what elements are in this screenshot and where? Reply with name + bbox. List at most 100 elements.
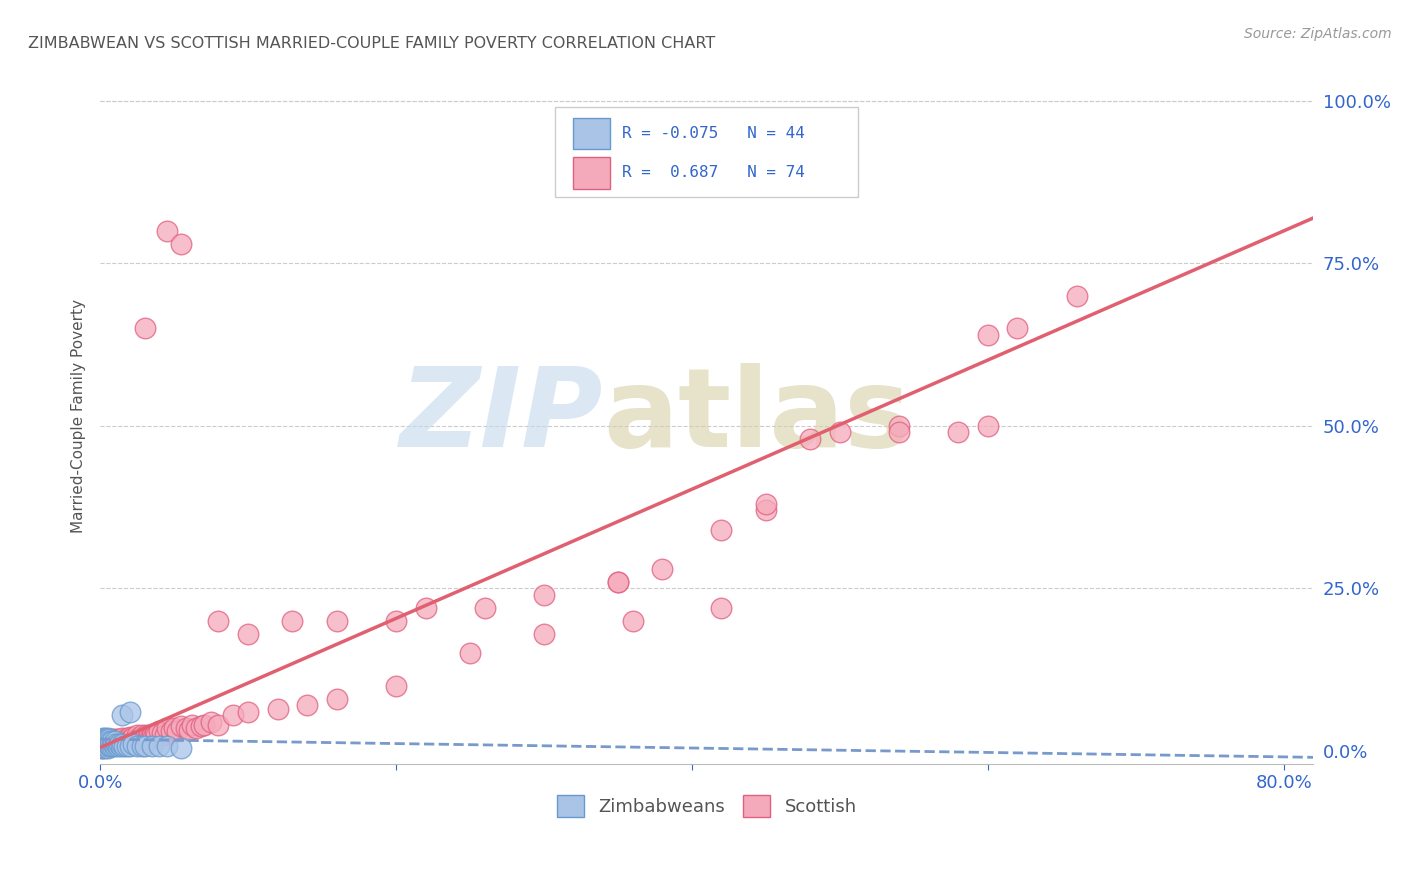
Point xyxy=(163,721,186,735)
Point xyxy=(90,740,112,755)
Point xyxy=(104,737,127,751)
Point xyxy=(101,732,124,747)
Point xyxy=(828,425,851,440)
Point xyxy=(1007,321,1029,335)
Point xyxy=(107,739,129,753)
Point xyxy=(385,679,408,693)
Point xyxy=(96,734,118,748)
Point xyxy=(121,737,143,751)
Point xyxy=(104,732,127,747)
Point xyxy=(170,719,193,733)
Point xyxy=(101,734,124,748)
Point xyxy=(100,734,122,748)
Point xyxy=(127,739,149,753)
Point xyxy=(141,739,163,753)
Point xyxy=(105,737,128,751)
Point xyxy=(207,718,229,732)
Point xyxy=(156,224,179,238)
Point xyxy=(105,736,128,750)
Point xyxy=(236,627,259,641)
Point xyxy=(150,725,173,739)
Point xyxy=(236,705,259,719)
Point xyxy=(93,737,115,751)
Point xyxy=(103,737,125,751)
Point xyxy=(148,724,170,739)
Point xyxy=(533,627,555,641)
Point xyxy=(710,523,733,537)
Point xyxy=(107,737,129,751)
Point xyxy=(100,739,122,753)
Point xyxy=(118,736,141,750)
Point xyxy=(127,736,149,750)
Point xyxy=(91,734,114,748)
Point xyxy=(142,730,165,744)
Point xyxy=(141,728,163,742)
Point xyxy=(145,728,167,742)
Point xyxy=(710,600,733,615)
Y-axis label: Married-Couple Family Poverty: Married-Couple Family Poverty xyxy=(72,299,86,533)
Point xyxy=(177,723,200,737)
Point xyxy=(108,734,131,748)
Point xyxy=(96,734,118,748)
Point xyxy=(98,732,121,747)
Point xyxy=(91,737,114,751)
Text: ZIMBABWEAN VS SCOTTISH MARRIED-COUPLE FAMILY POVERTY CORRELATION CHART: ZIMBABWEAN VS SCOTTISH MARRIED-COUPLE FA… xyxy=(28,36,716,51)
Point xyxy=(155,728,177,742)
Point xyxy=(266,701,288,715)
Point xyxy=(118,705,141,719)
Point xyxy=(94,736,117,750)
Point xyxy=(297,698,319,713)
Point xyxy=(115,739,138,753)
Point xyxy=(139,731,162,745)
Point xyxy=(174,721,197,735)
Point xyxy=(98,736,121,750)
Point xyxy=(93,737,115,751)
Point xyxy=(156,721,179,735)
Point xyxy=(90,737,112,751)
Point xyxy=(134,739,156,753)
Point xyxy=(96,737,118,751)
Point xyxy=(135,728,157,742)
Point xyxy=(121,736,143,750)
Point xyxy=(186,721,208,735)
Point xyxy=(160,724,183,739)
Point xyxy=(96,739,118,753)
Point xyxy=(474,600,496,615)
FancyBboxPatch shape xyxy=(574,157,610,189)
Point xyxy=(138,728,160,742)
Point xyxy=(533,588,555,602)
Point xyxy=(111,737,134,751)
Text: ZIP: ZIP xyxy=(401,363,603,470)
Text: R =  0.687   N = 74: R = 0.687 N = 74 xyxy=(621,165,804,180)
Point xyxy=(606,574,628,589)
Point xyxy=(190,719,212,733)
Point xyxy=(755,497,778,511)
Point xyxy=(115,731,138,745)
Point xyxy=(170,740,193,755)
Point xyxy=(94,736,117,750)
Point xyxy=(98,739,121,753)
Point xyxy=(122,734,145,748)
Point xyxy=(131,728,153,742)
Point xyxy=(131,739,153,753)
Point xyxy=(117,734,139,748)
Point xyxy=(118,739,141,753)
Point xyxy=(91,739,114,753)
FancyBboxPatch shape xyxy=(574,118,610,150)
Text: Source: ZipAtlas.com: Source: ZipAtlas.com xyxy=(1244,27,1392,41)
Point xyxy=(134,321,156,335)
Point xyxy=(115,737,138,751)
Point xyxy=(110,739,132,753)
Point xyxy=(104,734,127,748)
Point xyxy=(131,736,153,750)
Point xyxy=(887,425,910,440)
Point xyxy=(458,646,481,660)
Point xyxy=(180,718,202,732)
Point xyxy=(114,734,136,748)
Point xyxy=(112,736,135,750)
FancyBboxPatch shape xyxy=(555,107,858,197)
Point xyxy=(281,614,304,628)
Point xyxy=(156,739,179,753)
Point xyxy=(755,503,778,517)
Legend: Zimbabweans, Scottish: Zimbabweans, Scottish xyxy=(550,788,863,824)
